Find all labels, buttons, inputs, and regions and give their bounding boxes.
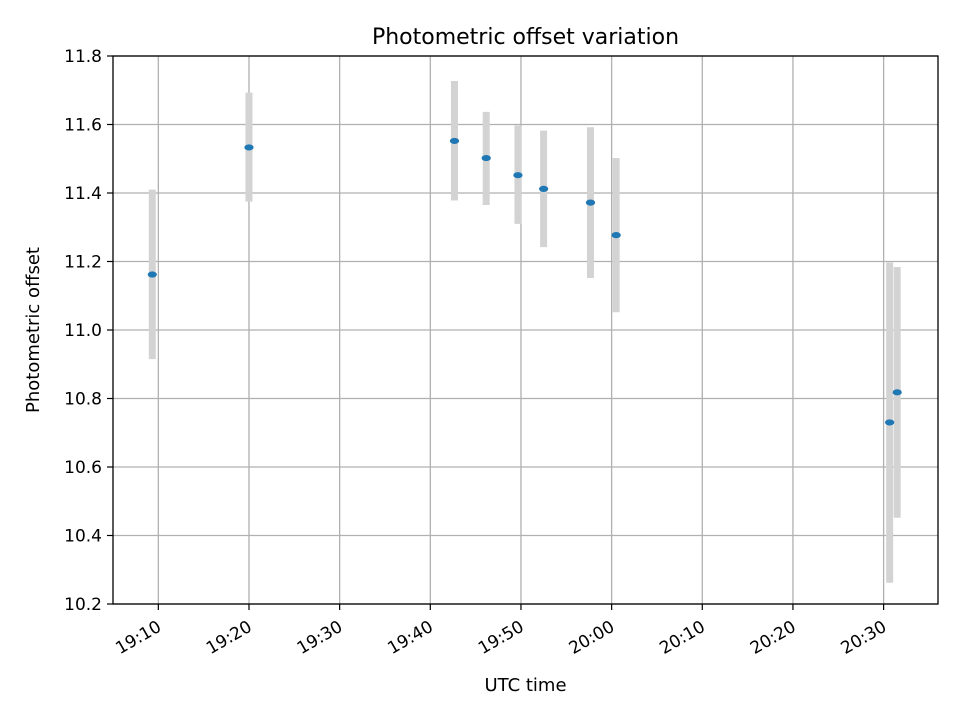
data-point [585,199,596,206]
y-tick-label: 10.4 [64,527,102,547]
data-point [885,419,895,426]
data-point [244,144,254,151]
data-point [611,232,621,239]
y-tick-label: 10.8 [64,390,102,410]
data-point [892,389,902,396]
y-tick-label: 11.0 [64,321,102,341]
chart-title: Photometric offset variation [372,25,679,50]
data-point [539,185,549,192]
y-tick-label: 11.6 [64,116,102,136]
y-tick-label: 11.4 [64,184,102,204]
y-tick-label: 11.2 [64,253,102,273]
data-point [147,271,157,278]
y-axis-label: Photometric offset [23,247,44,413]
data-point [513,172,523,179]
y-tick-label: 10.6 [64,458,102,478]
data-point [481,154,491,162]
data-points [147,137,902,426]
data-point [449,137,460,145]
x-axis-label: UTC time [484,675,566,696]
y-tick-label: 10.2 [64,595,102,615]
y-tick-label: 11.8 [64,47,102,67]
